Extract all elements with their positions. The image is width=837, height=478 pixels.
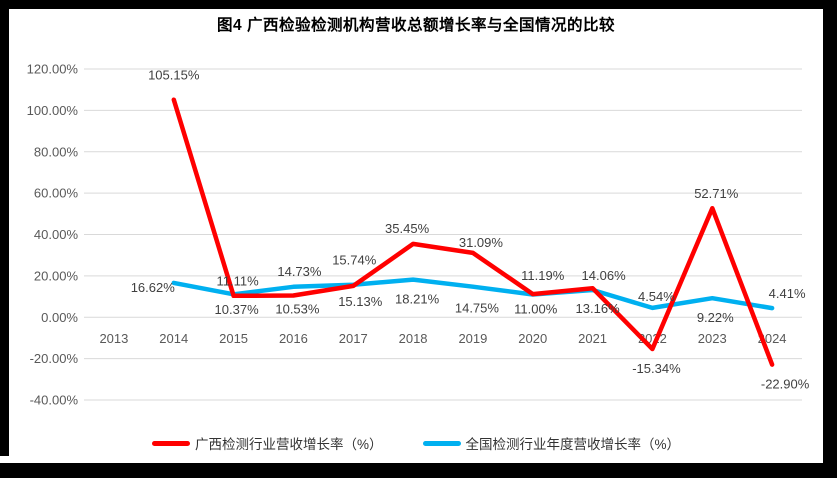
data-label: 35.45% <box>385 221 430 236</box>
x-axis-tick-label: 2020 <box>518 331 547 346</box>
y-axis-tick-label: 20.00% <box>34 268 79 283</box>
data-label: 11.00% <box>514 301 558 316</box>
x-axis-tick-label: 2021 <box>578 331 607 346</box>
series-line-0 <box>171 97 775 367</box>
x-axis-tick-label: 2014 <box>159 331 188 346</box>
data-label: 14.73% <box>277 264 322 279</box>
x-axis-tick-label: 2016 <box>279 331 308 346</box>
data-label: 15.13% <box>338 294 383 309</box>
data-label: 52.71% <box>694 186 739 201</box>
data-label: 105.15% <box>148 68 200 83</box>
data-label: 4.41% <box>769 286 806 301</box>
data-label: -22.90% <box>761 377 810 392</box>
y-axis-tick-label: 60.00% <box>34 186 79 201</box>
data-label: 16.62% <box>131 280 176 295</box>
y-axis-tick-label: 120.00% <box>27 62 79 77</box>
data-label: 15.74% <box>332 253 377 268</box>
data-label: -15.34% <box>632 361 681 376</box>
x-axis-tick-label: 2019 <box>458 331 487 346</box>
legend-item-national: 全国检测行业年度营收增长率（%） <box>422 433 681 453</box>
x-axis-tick-label: 2017 <box>339 331 368 346</box>
data-label: 9.22% <box>697 310 734 325</box>
y-axis-tick-label: -20.00% <box>30 351 79 366</box>
data-label: 14.06% <box>582 268 627 283</box>
data-label: 10.53% <box>275 301 320 316</box>
data-label: 11.19% <box>521 268 565 283</box>
x-axis-tick-label: 2015 <box>219 331 248 346</box>
y-axis-tick-label: 0.00% <box>41 310 78 325</box>
chart-legend: 广西检测行业营收增长率（%） 全国检测行业年度营收增长率（%） <box>9 433 823 453</box>
x-axis-tick-label: 2023 <box>698 331 727 346</box>
data-label: 4.54% <box>638 289 675 304</box>
y-axis-tick-label: -40.00% <box>30 393 79 408</box>
legend-swatch-national <box>422 440 461 446</box>
legend-label-guangxi: 广西检测行业营收增长率（%） <box>194 437 383 452</box>
data-label: 18.21% <box>395 292 440 307</box>
window-frame-top <box>0 0 837 9</box>
window-frame-right <box>823 0 837 478</box>
legend-item-guangxi: 广西检测行业营收增长率（%） <box>151 433 383 453</box>
data-label: 31.09% <box>459 235 504 250</box>
legend-swatch-guangxi <box>151 440 190 446</box>
data-label: 11.11% <box>216 273 259 288</box>
data-label: 13.16% <box>576 301 621 316</box>
data-label: 14.75% <box>455 301 500 316</box>
chart-title: 图4 广西检验检测机构营收总额增长率与全国情况的比较 <box>217 17 615 34</box>
window-frame-bottom <box>0 463 837 478</box>
window-frame-left <box>0 0 9 456</box>
y-axis-tick-label: 40.00% <box>34 227 79 242</box>
data-label: 10.37% <box>215 302 260 317</box>
y-axis-tick-label: 80.00% <box>34 144 79 159</box>
y-axis-tick-label: 100.00% <box>27 103 79 118</box>
x-axis-tick-label: 2018 <box>399 331 428 346</box>
x-axis-tick-label: 2013 <box>99 331 128 346</box>
legend-label-national: 全国检测行业年度营收增长率（%） <box>465 437 681 452</box>
